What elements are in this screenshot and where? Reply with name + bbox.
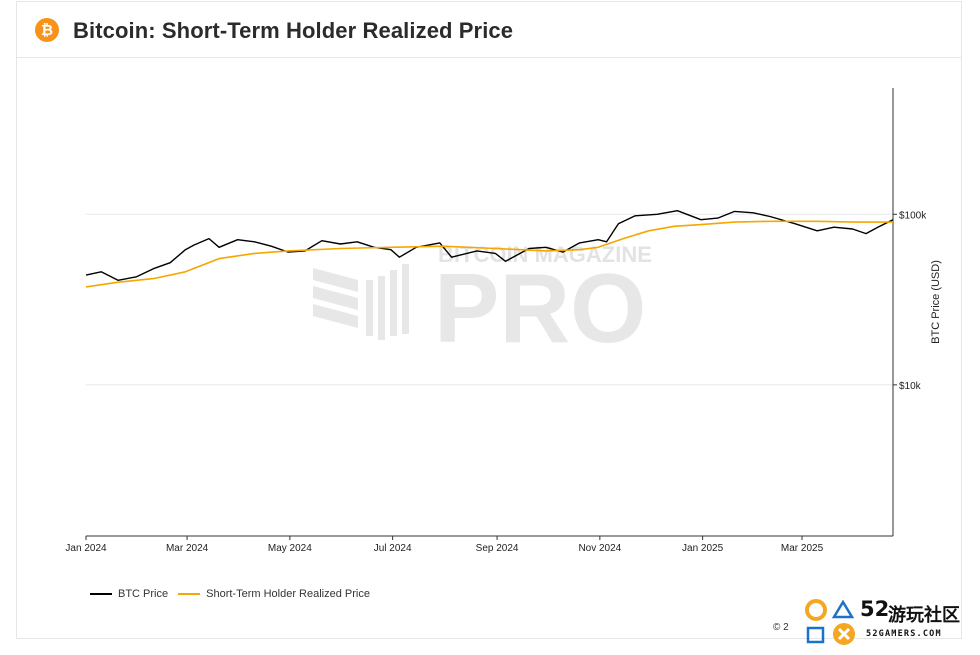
x-tick-label: Jan 2025 xyxy=(682,543,724,554)
legend-item-sth-price[interactable]: Short-Term Holder Realized Price xyxy=(178,588,370,600)
chart-card: ₿ Bitcoin: Short-Term Holder Realized Pr… xyxy=(16,1,962,639)
legend-label-sth: Short-Term Holder Realized Price xyxy=(206,588,370,600)
legend-swatch-btc xyxy=(90,593,112,595)
y-tick-label: $100k xyxy=(899,210,927,221)
logo-sub: 52GAMERS.COM xyxy=(866,629,942,639)
watermark-line1: BITCOIN MAGAZINE xyxy=(438,242,652,267)
series-layer xyxy=(85,210,894,288)
y-axis-title: BTC Price (USD) xyxy=(930,260,942,344)
52gamers-logo: 52 游玩社区 52GAMERS.COM xyxy=(804,597,976,651)
bitcoin-icon: ₿ xyxy=(35,18,59,42)
logo-shapes-icon xyxy=(805,599,855,645)
chart-legend: BTC Price Short-Term Holder Realized Pri… xyxy=(90,588,380,600)
legend-label-btc: BTC Price xyxy=(118,588,169,600)
legend-swatch-sth xyxy=(178,593,201,595)
x-tick-label: Jan 2024 xyxy=(65,543,107,554)
watermark-line2: PRO xyxy=(434,253,646,363)
logo-chinese: 游玩社区 xyxy=(888,605,960,626)
y-tick-label: $10k xyxy=(899,381,922,392)
series-btc-price xyxy=(85,210,894,281)
x-tick-label: May 2024 xyxy=(268,543,312,554)
series-sth-realized-price xyxy=(85,220,893,288)
x-tick-label: Mar 2025 xyxy=(781,543,824,554)
axes xyxy=(85,88,897,540)
legend-item-btc-price[interactable]: BTC Price xyxy=(90,588,168,600)
watermark-bars-icon xyxy=(313,264,409,340)
chart-title: Bitcoin: Short-Term Holder Realized Pric… xyxy=(73,18,514,43)
chart-header: ₿ Bitcoin: Short-Term Holder Realized Pr… xyxy=(17,2,961,58)
logo-number: 52 xyxy=(860,597,890,621)
copyright-text: © 2 xyxy=(773,622,789,633)
x-tick-label: Mar 2024 xyxy=(166,543,209,554)
x-tick-label: Nov 2024 xyxy=(578,543,621,554)
x-tick-label: Jul 2024 xyxy=(374,543,412,554)
watermark: BITCOIN MAGAZINE PRO xyxy=(313,242,652,363)
axis-labels: $100k $10k Jan 2024 Mar 2024 May 2024 Jul 202… xyxy=(65,210,942,554)
x-tick-label: Sep 2024 xyxy=(476,543,519,554)
